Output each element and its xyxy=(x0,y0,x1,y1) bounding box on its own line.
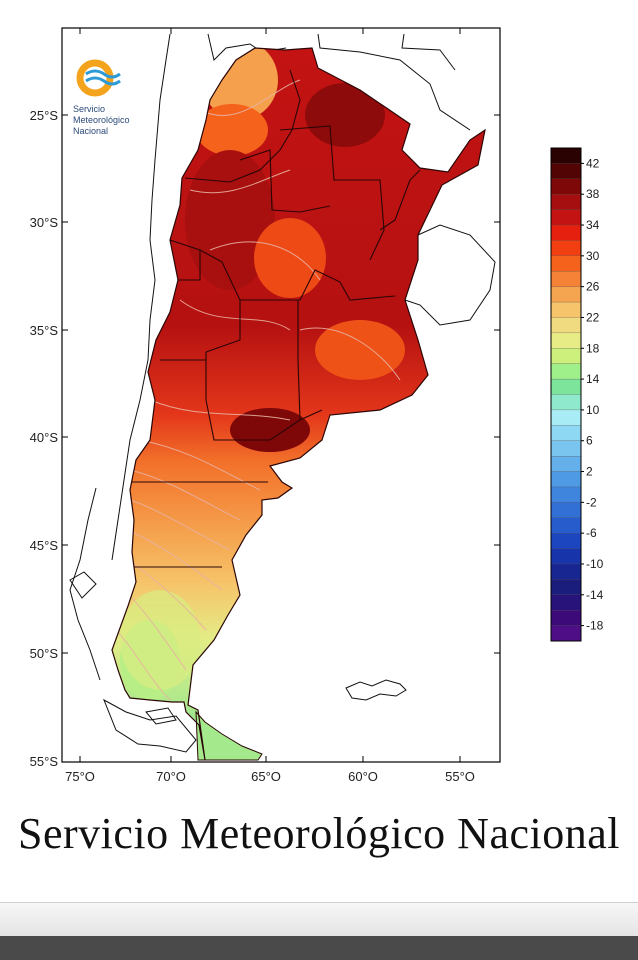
scale-color-box xyxy=(550,548,582,565)
scale-color-box xyxy=(550,147,582,164)
scale-color-box xyxy=(550,610,582,627)
scale-label: -18 xyxy=(586,619,604,633)
scale-color-box xyxy=(550,301,582,318)
latitude-labels: 25°S 30°S 35°S 40°S 45°S 50°S 55°S xyxy=(30,108,59,769)
scale-label: -6 xyxy=(586,526,597,540)
logo-line: Meteorológico xyxy=(73,115,130,125)
scale-color-box xyxy=(550,594,582,611)
scale-label: 22 xyxy=(586,310,600,324)
scale-label: 2 xyxy=(586,465,593,479)
scale-color-box xyxy=(550,625,582,642)
taskbar xyxy=(0,936,638,960)
scale-color-box xyxy=(550,163,582,180)
scale-label: 14 xyxy=(586,372,600,386)
malvinas-islands xyxy=(345,679,407,701)
scale-color-box xyxy=(550,240,582,257)
scale-color-box xyxy=(550,194,582,211)
scale-color-box xyxy=(550,394,582,411)
scale-color-box xyxy=(550,363,582,380)
argentina-outline xyxy=(111,47,486,761)
scale-color-box xyxy=(550,455,582,472)
scale-label: -2 xyxy=(586,495,597,509)
scale-label: 6 xyxy=(586,434,593,448)
scale-color-box xyxy=(550,271,582,288)
scale-color-box xyxy=(550,579,582,596)
lat-label: 45°S xyxy=(30,538,59,553)
scale-label: 30 xyxy=(586,249,600,263)
color-scale: 42 38 34 30 26 22 18 14 10 6 2 -2 -6 -10 -14 -18 xyxy=(550,147,604,642)
smn-logo-icon: Servicio Meteorológico Nacional xyxy=(73,59,130,136)
scale-color-box xyxy=(550,286,582,303)
isotherms xyxy=(115,79,401,701)
lon-label: 70°O xyxy=(156,769,186,784)
lat-label: 30°S xyxy=(30,215,59,230)
scale-label: 42 xyxy=(586,156,600,170)
scale-color-box xyxy=(550,425,582,442)
lon-label: 55°O xyxy=(445,769,475,784)
window-status-bar xyxy=(0,902,638,937)
scale-color-box xyxy=(550,502,582,519)
lat-label: 50°S xyxy=(30,646,59,661)
province-borders xyxy=(130,69,421,568)
scale-color-box xyxy=(550,332,582,349)
footer-title: Servicio Meteorológico Nacional xyxy=(18,809,620,858)
scale-color-box xyxy=(550,317,582,334)
lon-label: 60°O xyxy=(348,769,378,784)
logo-line: Nacional xyxy=(73,126,108,136)
scale-color-box xyxy=(550,378,582,395)
lat-label: 25°S xyxy=(30,108,59,123)
axis-ticks xyxy=(62,28,500,762)
scale-color-box xyxy=(550,471,582,488)
scale-color-box xyxy=(550,440,582,457)
scale-color-box xyxy=(550,409,582,426)
lat-label: 55°S xyxy=(30,754,59,769)
scale-color-box xyxy=(550,178,582,195)
scale-label: 38 xyxy=(586,187,600,201)
longitude-labels: 75°O 70°O 65°O 60°O 55°O xyxy=(65,769,475,784)
lon-label: 65°O xyxy=(251,769,281,784)
scale-color-box xyxy=(550,348,582,365)
scale-label: 26 xyxy=(586,280,600,294)
scale-color-box xyxy=(550,563,582,580)
temperature-map: 25°S 30°S 35°S 40°S 45°S 50°S 55°S 75°O … xyxy=(30,27,604,784)
scale-color-box xyxy=(550,533,582,550)
lon-label: 75°O xyxy=(65,769,95,784)
scale-color-box xyxy=(550,209,582,226)
scale-color-box xyxy=(550,486,582,503)
scale-color-box xyxy=(550,224,582,241)
scale-label: -10 xyxy=(586,557,604,571)
lat-label: 35°S xyxy=(30,323,59,338)
logo-line: Servicio xyxy=(73,104,105,114)
scale-color-box xyxy=(550,255,582,272)
scale-label: 34 xyxy=(586,218,600,232)
scale-label: -14 xyxy=(586,588,604,602)
scale-color-box xyxy=(550,517,582,534)
scale-label: 10 xyxy=(586,403,600,417)
tierra-del-fuego xyxy=(195,710,263,761)
scale-label: 18 xyxy=(586,341,600,355)
lat-label: 40°S xyxy=(30,430,59,445)
neighbor-borders xyxy=(69,33,496,753)
